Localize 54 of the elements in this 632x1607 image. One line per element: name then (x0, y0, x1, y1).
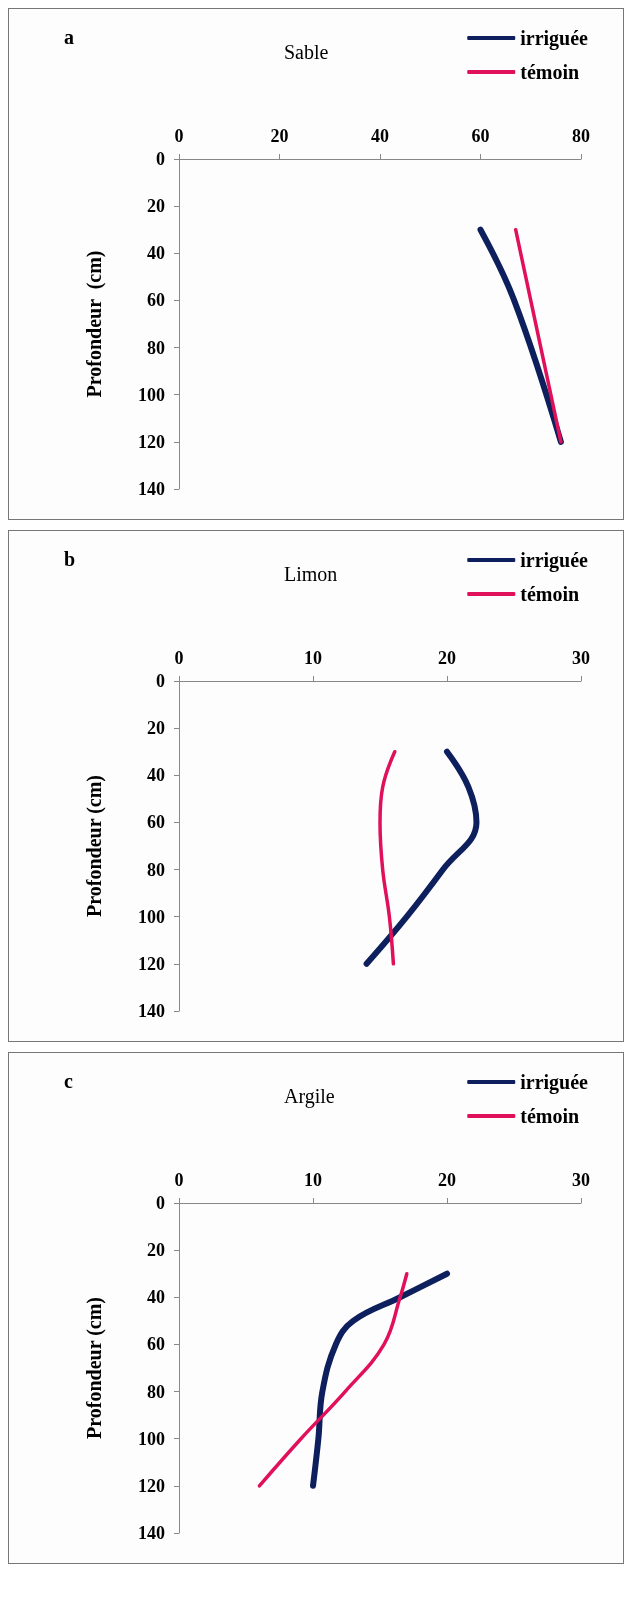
y-tick-label: 40 (147, 1287, 165, 1308)
y-tick-label: 0 (156, 149, 165, 169)
y-tick-label: 120 (138, 1475, 165, 1496)
chart-title: Sable (284, 41, 329, 63)
y-tick-label: 100 (138, 906, 165, 927)
y-tick-label: 100 (138, 1428, 165, 1449)
y-tick-label: 80 (147, 337, 165, 358)
x-tick-label: 20 (270, 126, 289, 146)
chart-title: Limon (284, 563, 338, 585)
legend-label: irriguée (520, 27, 589, 50)
text: c (64, 1070, 73, 1092)
chart-title: Argile (284, 1085, 335, 1108)
y-tick-label: 60 (147, 290, 165, 311)
x-tick-label: 20 (438, 1170, 456, 1190)
legend-label: irriguée (520, 549, 589, 572)
x-tick-label: 10 (304, 648, 322, 668)
y-tick-label: 0 (156, 671, 165, 691)
y-tick-label: 60 (147, 1334, 165, 1355)
legend-label: témoin (520, 583, 580, 605)
x-tick-label: 80 (572, 126, 590, 146)
legend-label: témoin (520, 61, 580, 83)
y-tick-label: 120 (138, 953, 165, 974)
line-series (378, 749, 397, 966)
y-axis-title: Profondeur (cm) (83, 1296, 106, 1440)
y-tick-label: 20 (147, 196, 165, 217)
y-tick-label: 20 (147, 718, 165, 739)
y-tick-label: 140 (138, 1001, 165, 1021)
y-axis-title: Profondeur (cm) (83, 774, 106, 918)
text: a (64, 26, 74, 48)
y-tick-label: 40 (147, 243, 165, 264)
y-tick-label: 20 (147, 1240, 165, 1261)
y-tick-label: 120 (138, 431, 165, 452)
y-tick-label: 80 (147, 1381, 165, 1402)
x-tick-label: 20 (438, 648, 456, 668)
x-tick-label: 60 (471, 126, 490, 146)
x-tick-label: 0 (174, 648, 184, 668)
x-tick-label: 30 (572, 648, 590, 668)
y-tick-label: 140 (138, 479, 165, 499)
x-tick-label: 30 (572, 1170, 590, 1190)
y-tick-label: 100 (138, 384, 165, 405)
y-axis-title: Profondeur (cm) (83, 250, 106, 398)
y-tick-label: 60 (147, 812, 165, 833)
x-tick-label: 40 (371, 126, 389, 146)
line-series (257, 1271, 409, 1488)
legend-label: irriguée (520, 1071, 589, 1094)
y-tick-label: 140 (138, 1523, 165, 1543)
y-tick-label: 40 (147, 765, 165, 786)
x-tick-label: 10 (304, 1170, 322, 1190)
x-tick-label: 0 (174, 126, 184, 146)
y-tick-label: 0 (156, 1193, 165, 1213)
y-tick-label: 80 (147, 859, 165, 880)
legend-label: témoin (520, 1105, 580, 1127)
text: b (64, 548, 76, 570)
x-tick-label: 0 (174, 1170, 184, 1190)
